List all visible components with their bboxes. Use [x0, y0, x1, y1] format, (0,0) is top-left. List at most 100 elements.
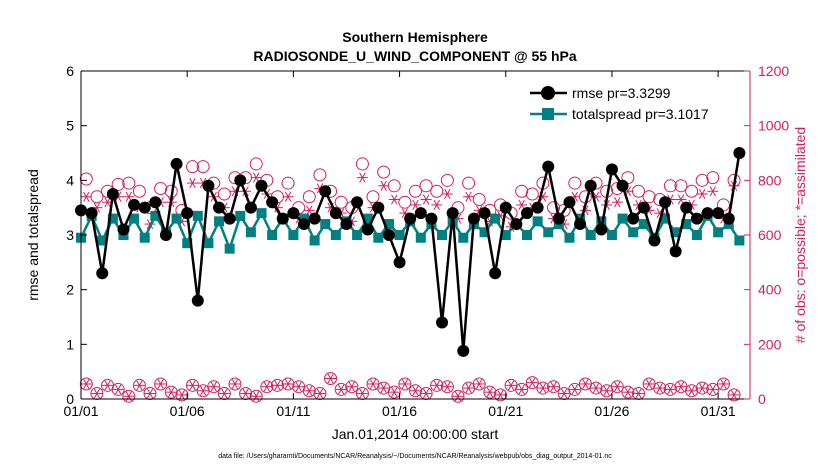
rmse-point: [117, 223, 130, 236]
rmse-point: [584, 179, 597, 192]
totalspread-point: [543, 227, 554, 238]
rmse-point: [351, 196, 364, 209]
obs-possible-point: [324, 372, 338, 385]
obs-possible-point: [419, 179, 433, 193]
obs-possible-point: [207, 380, 221, 394]
obs-possible-point: [419, 387, 433, 401]
obs-possible-point: [79, 172, 93, 186]
totalspread-point: [171, 213, 182, 224]
rmse-point: [340, 218, 353, 231]
obs-possible-point: [462, 176, 476, 190]
obs-possible-point: [217, 187, 231, 201]
obs-assimilated-point: [80, 378, 92, 389]
totalspread-point: [192, 210, 203, 221]
totalspread-point: [660, 213, 671, 224]
obs-assimilated-point: [388, 194, 400, 205]
y-tick-label: 5: [66, 118, 74, 134]
totalspread-point: [309, 235, 320, 246]
obs-possible-point: [398, 195, 412, 209]
obs-possible-point: [387, 385, 401, 399]
obs-possible-point: [727, 388, 741, 402]
totalspread-point: [670, 227, 681, 238]
obs-assimilated-point: [441, 188, 453, 200]
totalspread-point: [352, 230, 363, 240]
y2-tick-label: 1000: [758, 118, 789, 134]
rmse-point: [128, 198, 141, 211]
legend: rmse pr=3.3299 totalspread pr=3.1017: [526, 80, 734, 126]
totalspread-point: [107, 213, 118, 224]
legend-marker-totalspread: [542, 108, 554, 120]
rmse-point: [542, 160, 555, 173]
legend-box: [526, 80, 734, 126]
obs-assimilated-point: [229, 378, 241, 389]
obs-possible-point: [706, 382, 720, 396]
rmse-point: [361, 223, 374, 236]
obs-assimilated-point: [707, 186, 719, 197]
obs-possible-point: [398, 377, 412, 391]
obs-possible-point: [663, 382, 677, 396]
obs-assimilated-point: [441, 381, 453, 392]
rmse-point: [733, 147, 746, 159]
rmse-point: [722, 212, 735, 225]
obs-assimilated-point: [165, 387, 177, 398]
rmse-point: [563, 196, 576, 209]
obs-possible-point: [525, 187, 539, 201]
obs-possible-point: [270, 378, 284, 392]
obs-assimilated-point: [240, 388, 252, 399]
obs-assimilated-point: [388, 387, 400, 398]
rmse-point: [510, 218, 523, 231]
rmse-point: [202, 179, 215, 192]
totalspread-point: [256, 208, 267, 219]
obs-assimilated-point: [399, 378, 411, 389]
obs-possible-point: [196, 160, 210, 174]
rmse-point: [669, 245, 682, 258]
rmse-point: [106, 188, 119, 200]
rmse-point: [531, 201, 544, 214]
obs-possible-point: [217, 387, 231, 401]
obs-possible-point: [663, 179, 677, 193]
obs-assimilated-point: [293, 381, 305, 392]
obs-possible-point: [228, 377, 242, 391]
rmse-point: [701, 207, 714, 220]
obs-possible-point: [568, 176, 582, 190]
obs-possible-point: [122, 389, 136, 403]
obs-possible-point: [313, 168, 327, 182]
x-tick-label: 01/16: [382, 403, 417, 419]
obs-possible-point: [239, 387, 253, 401]
obs-assimilated-point: [473, 378, 485, 389]
rmse-point: [436, 316, 449, 329]
totalspread-point: [606, 230, 617, 240]
obs-possible-point: [355, 387, 369, 401]
obs-assimilated-point: [707, 384, 719, 395]
obs-assimilated-point: [696, 383, 708, 394]
obs-possible-point: [409, 184, 422, 198]
rmse-point: [648, 234, 661, 247]
rmse-point: [712, 207, 725, 220]
rmse-point: [244, 201, 257, 214]
rmse-point: [276, 212, 289, 225]
obs-assimilated-point: [123, 191, 135, 202]
obs-possible-point: [472, 192, 486, 206]
obs-assimilated-point: [378, 383, 390, 394]
obs-possible-point: [568, 382, 582, 396]
obs-possible-point: [281, 377, 295, 391]
obs-possible-point: [525, 376, 539, 390]
totalspread-point: [585, 230, 596, 240]
x-axis-label: Jan.01,2014 00:00:00 start: [332, 426, 499, 442]
rmse-point: [287, 207, 300, 220]
obs-assimilated-point: [314, 388, 326, 399]
obs-assimilated-point: [420, 388, 432, 399]
obs-possible-point: [281, 176, 295, 190]
totalspread-point: [235, 210, 246, 221]
rmse-point: [308, 212, 321, 225]
obs-possible-point: [345, 380, 359, 394]
obs-possible-point: [695, 173, 709, 187]
rmse-point: [414, 207, 427, 220]
obs-assimilated-point: [303, 205, 315, 216]
totalspread-point: [596, 216, 607, 227]
obs-possible-point: [313, 387, 327, 401]
obs-possible-point: [685, 184, 699, 198]
obs-assimilated-point: [197, 385, 209, 396]
obs-possible-point: [483, 385, 497, 399]
obs-possible-point: [515, 382, 529, 396]
